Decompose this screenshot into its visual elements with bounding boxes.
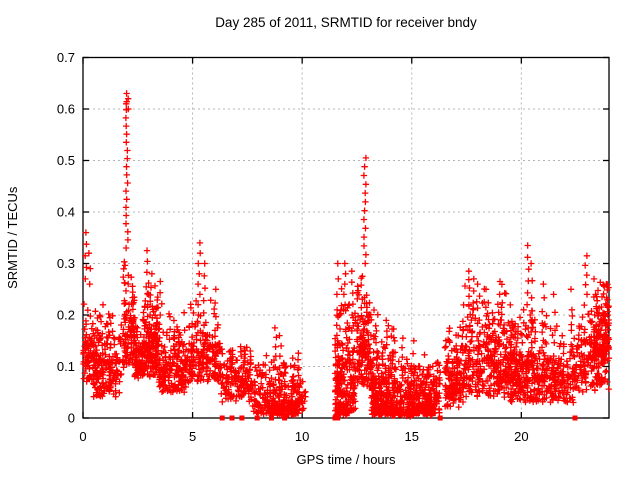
y-tick-label: 0.5: [57, 153, 75, 168]
y-tick-label: 0: [68, 411, 75, 426]
y-tick-label: 0.2: [57, 308, 75, 323]
x-tick-label: 5: [189, 429, 196, 444]
x-tick-label: 0: [79, 429, 86, 444]
y-tick-label: 0.1: [57, 359, 75, 374]
x-tick-label: 15: [405, 429, 419, 444]
data-points: [80, 90, 613, 420]
y-tick-label: 0.4: [57, 205, 75, 220]
y-tick-label: 0.3: [57, 256, 75, 271]
tick-labels: 0 5 10 15 20 0 0.1 0.2 0.3 0.4 0.5 0.6 0.7: [57, 50, 529, 444]
y-tick-label: 0.6: [57, 102, 75, 117]
x-axis-label: GPS time / hours: [297, 452, 396, 467]
chart-title: Day 285 of 2011, SRMTID for receiver bnd…: [215, 15, 477, 30]
x-tick-label: 10: [295, 429, 309, 444]
y-tick-label: 0.7: [57, 50, 75, 65]
x-tick-label: 20: [514, 429, 528, 444]
y-axis-label: SRMTID / TECUs: [5, 186, 20, 289]
